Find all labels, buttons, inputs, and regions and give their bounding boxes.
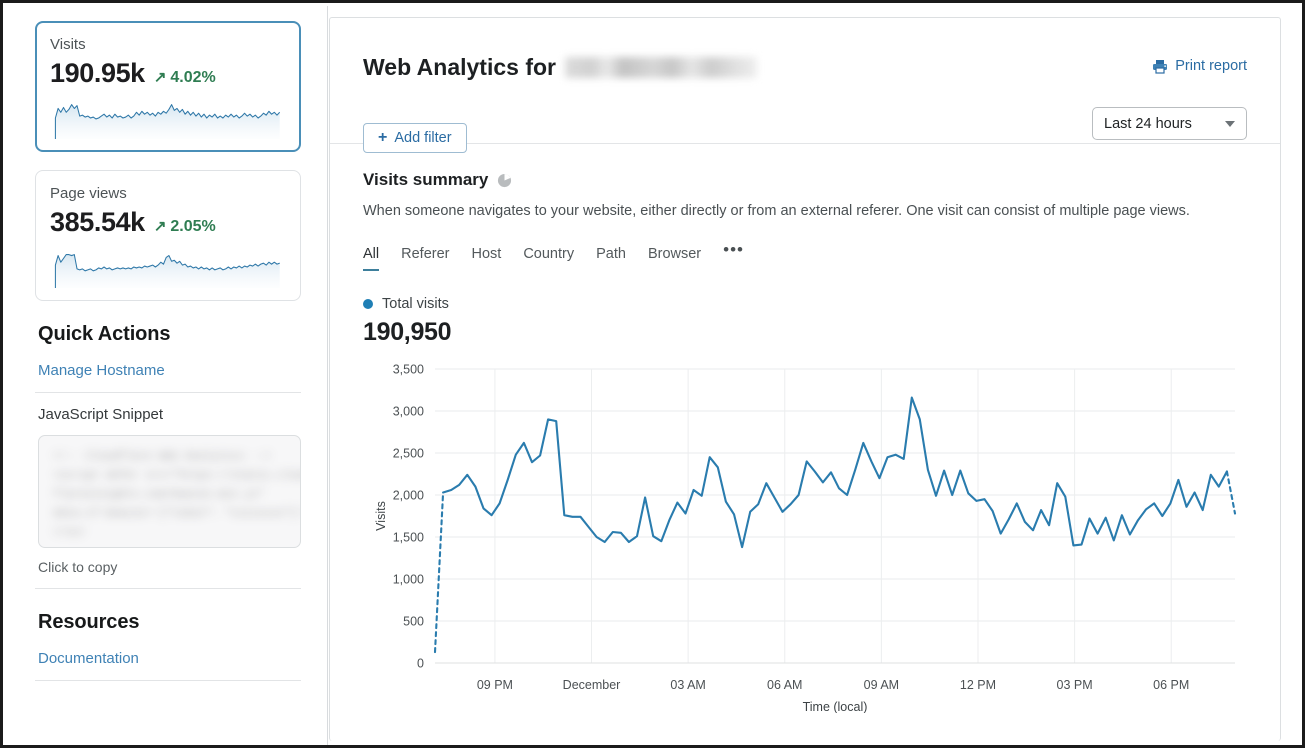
legend-dot-total-visits	[363, 299, 373, 309]
documentation-link[interactable]: Documentation	[38, 650, 139, 667]
visits-line-chart[interactable]: 0 500 1,000 1,500 2,000 2,500 3,000 3,500 09 PM D…	[363, 361, 1249, 714]
svg-text:03 PM: 03 PM	[1057, 678, 1093, 692]
trend-up-icon: ↗	[153, 69, 167, 86]
svg-text:03 AM: 03 AM	[670, 678, 705, 692]
javascript-snippet-code: <!-- Cloudflare Web Analytics --> <scrip…	[53, 451, 301, 539]
add-filter-label: Add filter	[394, 130, 452, 146]
add-filter-button[interactable]: + Add filter	[363, 123, 467, 153]
chevron-down-icon	[1225, 120, 1235, 127]
chart-svg: 0 500 1,000 1,500 2,000 2,500 3,000 3,500 09 PM D…	[374, 363, 1237, 714]
svg-text:09 AM: 09 AM	[864, 678, 899, 692]
manage-hostname-link[interactable]: Manage Hostname	[38, 362, 165, 379]
svg-text:2,000: 2,000	[393, 489, 424, 503]
tab-browser[interactable]: Browser	[647, 246, 702, 262]
stat-card-page-views-delta: ↗ 2.05%	[154, 218, 216, 236]
main-body: Visits summary When someone navigates to…	[330, 144, 1280, 714]
trend-up-icon: ↗	[153, 218, 167, 235]
svg-text:0: 0	[417, 657, 424, 671]
visits-summary-description: When someone navigates to your website, …	[363, 203, 1190, 219]
svg-text:2,500: 2,500	[393, 447, 424, 461]
stat-card-page-views-value: 385.54k	[50, 207, 145, 237]
time-range-value: Last 24 hours	[1104, 115, 1192, 132]
legend-label-total-visits: Total visits	[382, 296, 449, 312]
sparkline-page-views	[54, 254, 280, 288]
stat-card-visits-delta-value: 4.02%	[170, 68, 216, 86]
page-title: Web Analytics for	[363, 54, 757, 81]
stat-card-visits-delta: ↗ 4.02%	[154, 69, 216, 87]
tab-path[interactable]: Path	[596, 246, 626, 262]
svg-text:1,000: 1,000	[393, 573, 424, 587]
main-panel: Web Analytics for + Add filter Print rep…	[329, 17, 1281, 741]
svg-text:500: 500	[403, 615, 424, 629]
resources-heading: Resources	[38, 611, 140, 633]
divider	[35, 680, 301, 681]
tab-referer[interactable]: Referer	[401, 246, 450, 262]
svg-text:Visits: Visits	[374, 501, 388, 531]
svg-text:3,000: 3,000	[393, 405, 424, 419]
svg-text:12 PM: 12 PM	[960, 678, 996, 692]
main-header: Web Analytics for + Add filter Print rep…	[330, 18, 1280, 153]
svg-text:06 AM: 06 AM	[767, 678, 802, 692]
visits-summary-title: Visits summary	[363, 170, 489, 189]
sidebar: Visits 190.95k ↗ 4.02% Page views 38	[6, 6, 328, 745]
svg-text:1,500: 1,500	[393, 531, 424, 545]
tab-host[interactable]: Host	[471, 246, 502, 262]
visits-summary-heading: Visits summary	[363, 170, 1247, 190]
tab-all[interactable]: All	[363, 246, 380, 271]
stat-card-visits-value: 190.95k	[50, 58, 145, 88]
svg-text:Time (local): Time (local)	[803, 700, 868, 713]
print-report-button[interactable]: Print report	[1152, 58, 1247, 74]
javascript-snippet-label: JavaScript Snippet	[38, 406, 164, 423]
sparkline-visits	[54, 104, 281, 139]
divider	[35, 588, 301, 589]
print-report-label: Print report	[1175, 58, 1247, 74]
stat-card-visits-label: Visits	[50, 36, 86, 53]
stat-card-page-views[interactable]: Page views 385.54k ↗ 2.05%	[35, 170, 301, 301]
page-title-prefix: Web Analytics for	[363, 54, 556, 80]
stat-card-visits[interactable]: Visits 190.95k ↗ 4.02%	[35, 21, 301, 152]
total-visits-value: 190,950	[363, 318, 452, 346]
svg-text:09 PM: 09 PM	[477, 678, 513, 692]
redacted-domain	[564, 57, 757, 78]
javascript-snippet-box[interactable]: <!-- Cloudflare Web Analytics --> <scrip…	[38, 435, 301, 548]
stat-card-page-views-label: Page views	[50, 185, 127, 202]
summary-tabs: All Referer Host Country Path Browser ••…	[363, 240, 1247, 271]
divider	[35, 392, 301, 393]
quick-actions-heading: Quick Actions	[38, 323, 171, 345]
printer-icon	[1153, 59, 1168, 74]
svg-text:3,500: 3,500	[393, 363, 424, 377]
time-range-select[interactable]: Last 24 hours	[1092, 107, 1247, 140]
tabs-overflow-menu[interactable]: •••	[723, 240, 744, 259]
svg-text:06 PM: 06 PM	[1153, 678, 1189, 692]
click-to-copy-hint: Click to copy	[38, 559, 118, 575]
chart-legend: Total visits	[363, 296, 1247, 312]
stat-card-page-views-delta-value: 2.05%	[170, 217, 216, 235]
plus-icon: +	[378, 129, 388, 146]
svg-text:December: December	[563, 678, 621, 692]
pie-chart-icon	[498, 173, 512, 187]
tab-country[interactable]: Country	[523, 246, 575, 262]
